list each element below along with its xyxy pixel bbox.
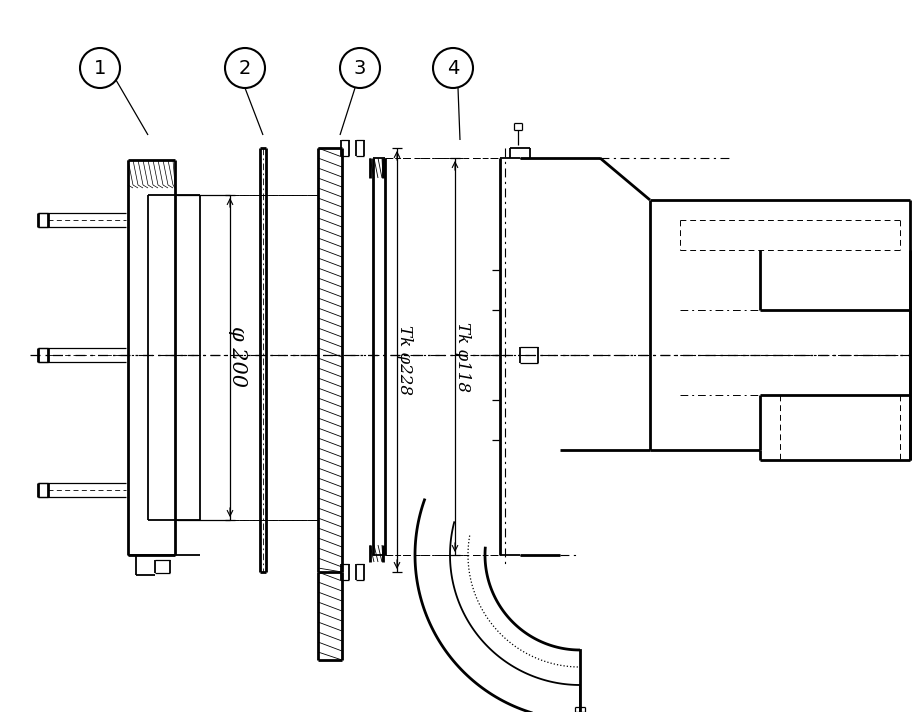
Text: 1: 1 bbox=[94, 58, 106, 78]
Text: 2: 2 bbox=[238, 58, 251, 78]
Text: φ 200: φ 200 bbox=[228, 327, 248, 387]
Text: 3: 3 bbox=[354, 58, 366, 78]
Text: 4: 4 bbox=[447, 58, 459, 78]
Text: Tk φ228: Tk φ228 bbox=[396, 325, 414, 395]
Text: Tk φ118: Tk φ118 bbox=[455, 322, 471, 392]
